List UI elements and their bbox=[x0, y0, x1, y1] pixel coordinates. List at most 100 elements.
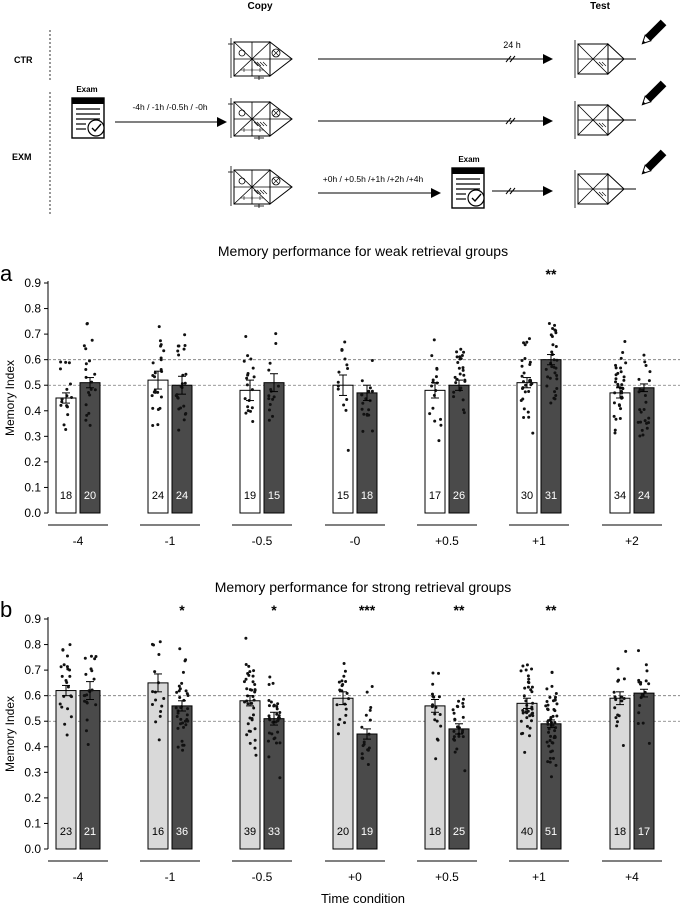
data-point bbox=[551, 343, 555, 347]
data-point bbox=[267, 704, 271, 708]
data-point bbox=[361, 756, 365, 760]
data-point bbox=[176, 726, 180, 730]
data-point bbox=[614, 417, 618, 421]
category-label: +4 bbox=[625, 870, 639, 884]
data-point bbox=[253, 688, 257, 692]
data-point bbox=[642, 407, 646, 411]
data-point bbox=[551, 741, 555, 745]
data-point bbox=[522, 416, 526, 420]
data-point bbox=[151, 361, 155, 365]
data-point bbox=[526, 709, 530, 713]
data-point bbox=[68, 668, 72, 672]
data-point bbox=[528, 360, 532, 364]
data-point bbox=[613, 706, 617, 710]
data-point bbox=[244, 662, 248, 666]
data-point bbox=[245, 383, 249, 387]
data-point bbox=[366, 763, 370, 767]
n-label: 15 bbox=[268, 490, 280, 502]
data-point bbox=[462, 373, 466, 377]
exam-sheet-icon bbox=[451, 167, 485, 209]
data-point bbox=[342, 661, 346, 665]
data-point bbox=[360, 379, 364, 383]
data-point bbox=[267, 731, 271, 735]
category-label: -0.5 bbox=[252, 870, 273, 884]
data-point bbox=[59, 360, 63, 364]
data-point bbox=[271, 414, 275, 418]
data-point bbox=[620, 390, 624, 394]
data-point bbox=[361, 744, 365, 748]
data-point bbox=[360, 407, 364, 411]
data-point bbox=[428, 412, 432, 416]
data-point bbox=[252, 669, 256, 673]
data-point bbox=[526, 685, 530, 689]
data-point bbox=[267, 418, 271, 422]
data-point bbox=[253, 727, 257, 731]
data-point bbox=[253, 683, 257, 687]
data-point bbox=[268, 403, 272, 407]
data-point bbox=[344, 408, 348, 412]
design-schematic: Copy Test CTR EXM 24 h Exam -4h / -1h /-… bbox=[12, 1, 667, 215]
data-point bbox=[620, 699, 624, 703]
data-point bbox=[462, 350, 466, 354]
data-point bbox=[268, 361, 272, 365]
category-label: -0 bbox=[350, 534, 361, 548]
y-tick-label: 0.7 bbox=[24, 663, 41, 677]
data-point bbox=[342, 674, 346, 678]
data-point bbox=[157, 325, 161, 329]
data-point bbox=[60, 674, 64, 678]
data-point bbox=[638, 703, 642, 707]
complex-figure-icon bbox=[227, 37, 293, 81]
data-point bbox=[183, 333, 187, 337]
data-point bbox=[90, 380, 94, 384]
data-point bbox=[525, 724, 529, 728]
data-point bbox=[527, 415, 531, 419]
data-point bbox=[430, 384, 434, 388]
data-point bbox=[451, 708, 455, 712]
data-point bbox=[612, 690, 616, 694]
data-point bbox=[277, 714, 281, 718]
data-point bbox=[642, 353, 646, 357]
data-point bbox=[88, 423, 92, 427]
data-point bbox=[242, 359, 246, 363]
data-point bbox=[554, 394, 558, 398]
n-label: 18 bbox=[361, 490, 373, 502]
n-label: 30 bbox=[521, 490, 533, 502]
data-point bbox=[457, 699, 461, 703]
data-point bbox=[370, 358, 374, 362]
category-label: +1 bbox=[532, 870, 546, 884]
data-point bbox=[184, 411, 188, 415]
n-label: 18 bbox=[614, 826, 626, 838]
data-point bbox=[435, 719, 439, 723]
y-axis-label: Memory Index bbox=[3, 360, 17, 436]
data-point bbox=[553, 729, 557, 733]
data-point bbox=[435, 737, 439, 741]
data-point bbox=[159, 356, 163, 360]
data-point bbox=[528, 378, 532, 382]
data-point bbox=[461, 697, 465, 701]
data-point bbox=[84, 368, 88, 372]
data-point bbox=[365, 412, 369, 416]
data-point bbox=[87, 411, 91, 415]
data-point bbox=[82, 344, 86, 348]
data-point bbox=[158, 339, 162, 343]
n-label: 24 bbox=[176, 490, 188, 502]
data-point bbox=[624, 361, 628, 365]
data-point bbox=[455, 350, 459, 354]
data-point bbox=[453, 718, 457, 722]
data-point bbox=[84, 672, 88, 676]
data-point bbox=[179, 406, 183, 410]
data-point bbox=[182, 347, 186, 351]
data-point bbox=[85, 413, 89, 417]
data-point bbox=[60, 397, 64, 401]
data-point bbox=[439, 423, 443, 427]
data-point bbox=[274, 720, 278, 724]
data-point bbox=[253, 738, 257, 742]
data-point bbox=[523, 357, 527, 361]
data-point bbox=[184, 372, 188, 376]
data-point bbox=[248, 670, 252, 674]
data-point bbox=[361, 429, 365, 433]
data-point bbox=[370, 389, 374, 393]
n-label: 19 bbox=[361, 826, 373, 838]
data-point bbox=[181, 748, 185, 752]
data-point bbox=[246, 409, 250, 413]
